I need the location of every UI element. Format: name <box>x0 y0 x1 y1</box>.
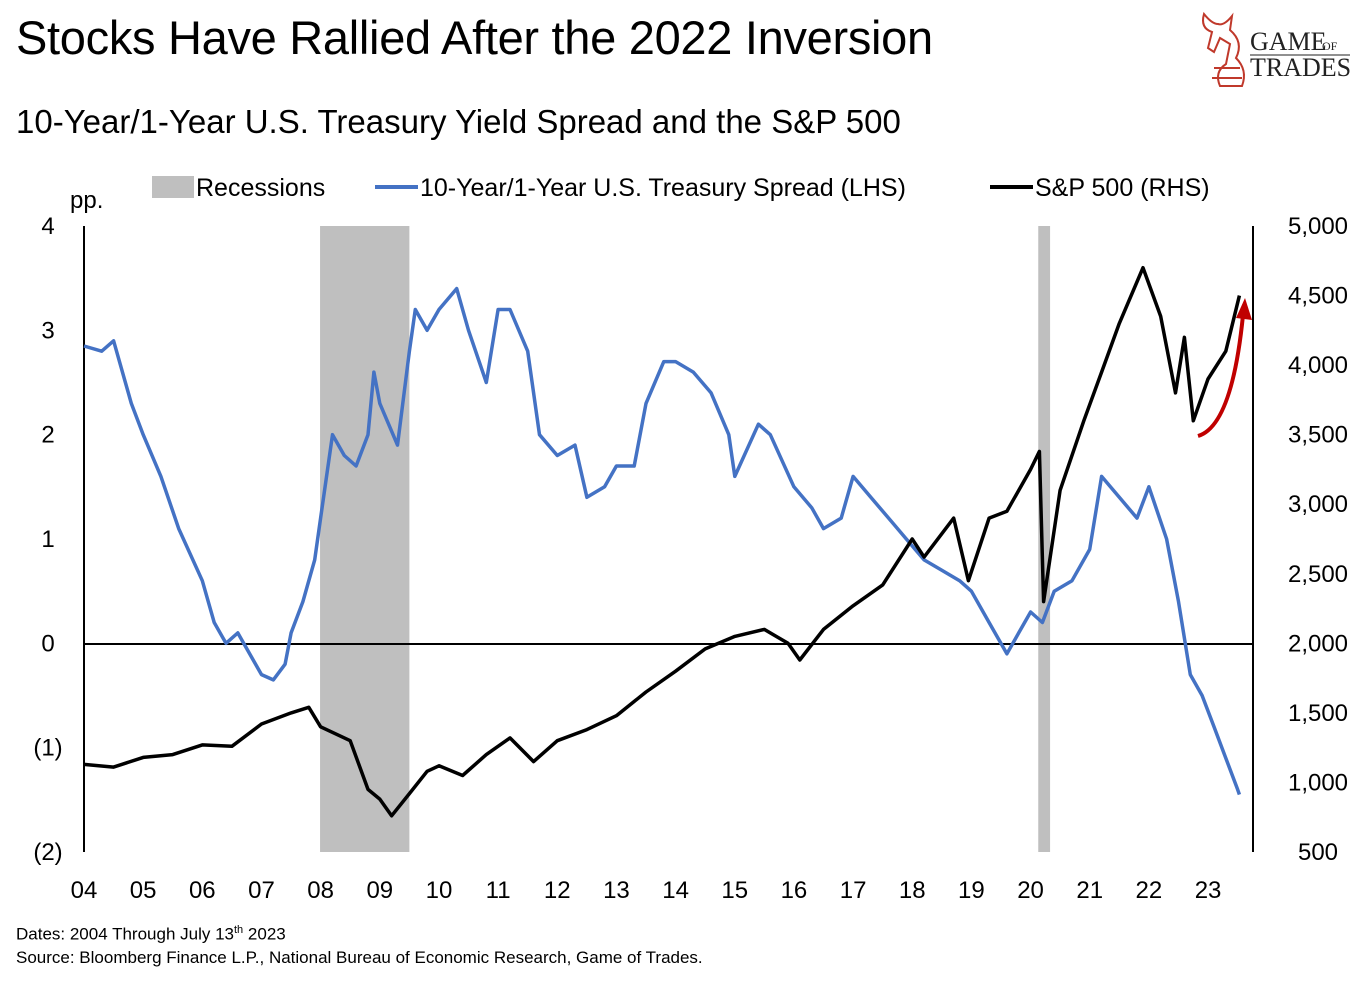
x-tick-label: 23 <box>1195 877 1222 904</box>
footer-dates: Dates: 2004 Through July 13th 2023 <box>16 924 286 945</box>
left-tick-label: (2) <box>33 839 62 866</box>
dates-prefix: Dates: 2004 Through July 13 <box>16 924 234 944</box>
dates-sup: th <box>234 924 244 936</box>
x-tick-label: 11 <box>486 877 511 904</box>
x-tick-label: 06 <box>189 877 216 904</box>
legend-spread: 10-Year/1-Year U.S. Treasury Spread (LHS… <box>420 174 906 202</box>
x-tick-label: 15 <box>721 877 748 904</box>
legend-recessions: Recessions <box>196 174 325 202</box>
x-tick-label: 17 <box>840 877 867 904</box>
x-tick-label: 07 <box>248 877 275 904</box>
right-tick-label: 4,500 <box>1288 283 1348 310</box>
x-tick-label: 05 <box>130 877 157 904</box>
sp500-line <box>83 265 1242 818</box>
x-tick-label: 20 <box>1017 877 1044 904</box>
x-tick-label: 12 <box>544 877 571 904</box>
game-of-trades-logo: GAME OF TRADES <box>1190 8 1355 93</box>
left-tick-label: 1 <box>41 526 54 553</box>
x-tick-label: 09 <box>366 877 393 904</box>
right-tick-label: 3,000 <box>1288 491 1348 518</box>
logo-line1-small: OF <box>1322 39 1338 53</box>
x-tick-label: 21 <box>1076 877 1103 904</box>
left-axis-label: pp. <box>70 187 103 214</box>
recession-band <box>1038 226 1051 852</box>
right-tick-label: 5,000 <box>1288 213 1348 240</box>
x-tick-label: 04 <box>71 877 98 904</box>
x-tick-label: 10 <box>426 877 453 904</box>
left-tick-label: (1) <box>33 735 62 762</box>
recession-bands <box>320 226 1051 852</box>
left-tick-label: 3 <box>41 317 54 344</box>
right-tick-label: 1,000 <box>1288 769 1348 796</box>
x-tick-label: 22 <box>1136 877 1163 904</box>
x-tick-label: 18 <box>899 877 926 904</box>
left-tick-label: 0 <box>41 630 54 657</box>
bull-knight-icon: GAME OF TRADES <box>1202 11 1351 87</box>
x-tick-label: 14 <box>662 877 689 904</box>
right-tick-label: 3,500 <box>1288 422 1348 449</box>
chart-subtitle: 10-Year/1-Year U.S. Treasury Yield Sprea… <box>16 103 901 140</box>
logo-line1: GAME <box>1250 27 1327 56</box>
right-tick-label: 4,000 <box>1288 352 1348 379</box>
legend: Recessions 10-Year/1-Year U.S. Treasury … <box>152 174 1210 202</box>
left-tick-label: 2 <box>41 422 54 449</box>
chart-title: Stocks Have Rallied After the 2022 Inver… <box>16 11 933 64</box>
x-tick-label: 08 <box>307 877 334 904</box>
x-tick-label: 16 <box>781 877 808 904</box>
rally-arrow <box>1197 314 1245 438</box>
rally-arrow-head <box>1236 298 1252 320</box>
right-tick-label: 500 <box>1298 839 1338 866</box>
right-tick-label: 1,500 <box>1288 700 1348 727</box>
legend-sp500: S&P 500 (RHS) <box>1035 174 1210 202</box>
recession-band <box>320 226 410 852</box>
dates-suffix: 2023 <box>243 924 286 944</box>
logo-line2: TRADES <box>1250 53 1351 82</box>
right-tick-label: 2,000 <box>1288 630 1348 657</box>
right-tick-label: 2,500 <box>1288 561 1348 588</box>
footer-source: Source: Bloomberg Finance L.P., National… <box>16 948 703 967</box>
left-tick-label: 4 <box>41 213 54 240</box>
x-tick-label: 19 <box>958 877 985 904</box>
x-tick-label: 13 <box>603 877 630 904</box>
spread-line <box>83 286 1242 796</box>
legend-recessions-swatch <box>152 176 194 198</box>
